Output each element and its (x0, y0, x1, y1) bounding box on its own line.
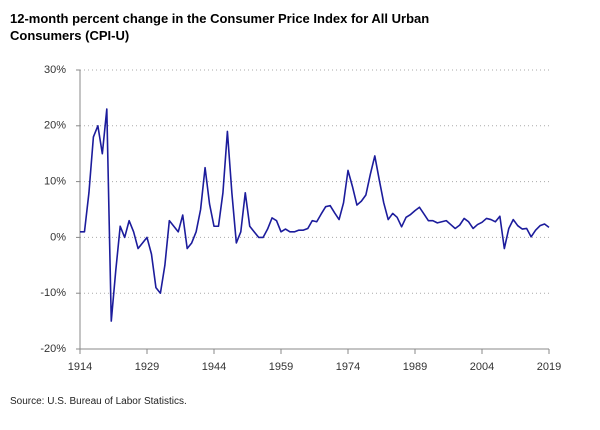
x-tick-label: 1929 (135, 361, 159, 373)
cpi-line (80, 108, 550, 322)
y-tick-label: 0% (50, 231, 66, 243)
y-tick-label: 30% (44, 64, 66, 76)
x-tick-label: 1974 (336, 361, 360, 373)
y-tick-label: -10% (40, 287, 66, 299)
source-note: Source: U.S. Bureau of Labor Statistics. (10, 396, 187, 407)
chart-title: 12-month percent change in the Consumer … (10, 11, 430, 43)
x-tick-label: 1959 (269, 361, 293, 373)
y-tick-label: -20% (40, 343, 66, 355)
y-tick-label: 10% (44, 176, 66, 188)
x-tick-label: 1944 (202, 361, 226, 373)
x-tick-label: 2004 (470, 361, 494, 373)
x-tick-label: 1989 (403, 361, 427, 373)
x-tick-label: 1914 (68, 361, 92, 373)
y-tick-label: 20% (44, 120, 66, 132)
x-tick-label: 2019 (537, 361, 561, 373)
